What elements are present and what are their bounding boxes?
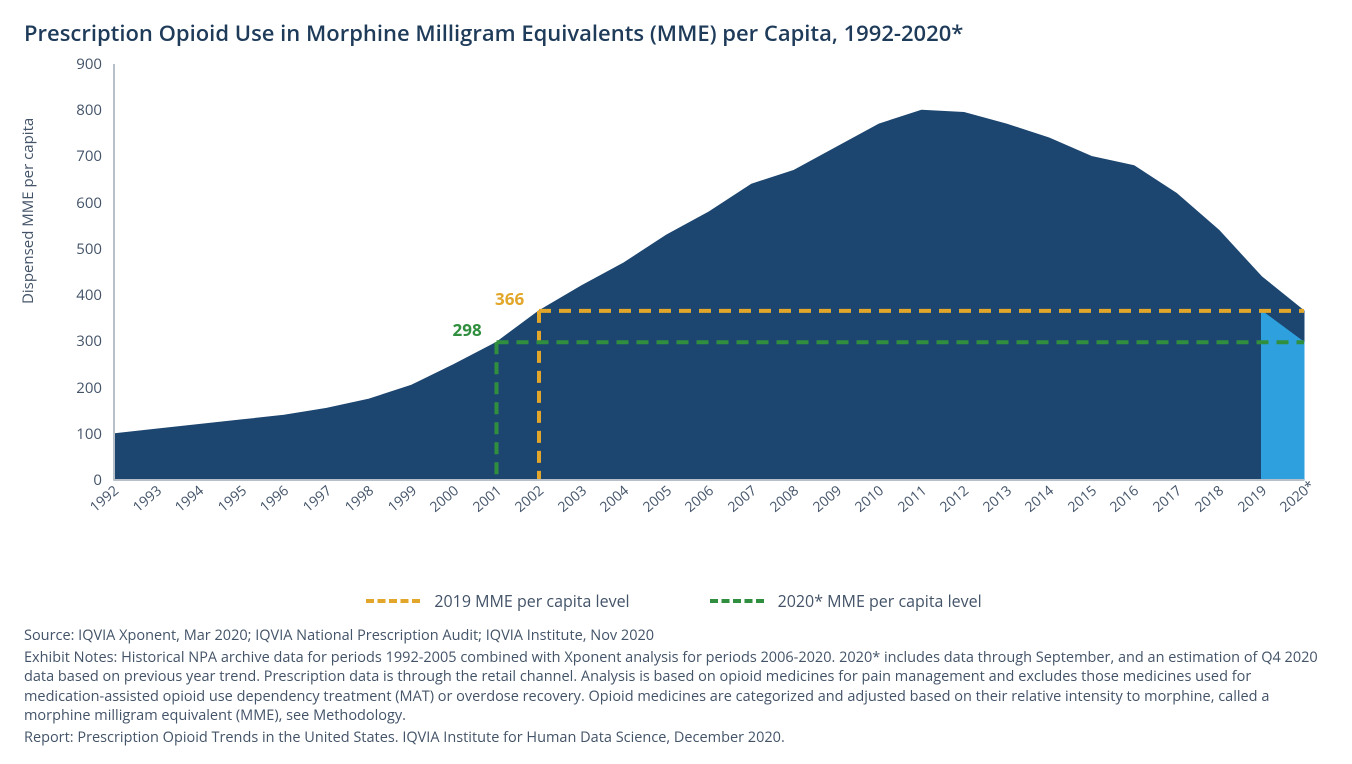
y-tick-label: 700 bbox=[68, 146, 102, 166]
legend-item: 2019 MME per capita level bbox=[366, 590, 629, 612]
y-tick-label: 800 bbox=[68, 100, 102, 120]
annotation-label: 298 bbox=[453, 318, 482, 341]
chart-title: Prescription Opioid Use in Morphine Mill… bbox=[24, 18, 1328, 48]
footnotes: Source: IQVIA Xponent, Mar 2020; IQVIA N… bbox=[24, 626, 1324, 747]
legend-label: 2020* MME per capita level bbox=[778, 590, 982, 612]
legend-swatch bbox=[710, 599, 764, 603]
y-tick-label: 400 bbox=[68, 285, 102, 305]
report-line: Report: Prescription Opioid Trends in th… bbox=[24, 728, 1324, 748]
legend-item: 2020* MME per capita level bbox=[710, 590, 982, 612]
y-tick-label: 600 bbox=[68, 193, 102, 213]
annotation-label: 366 bbox=[495, 287, 524, 310]
chart-area: Dispensed MME per capita 010020030040050… bbox=[24, 54, 1324, 524]
area-series bbox=[114, 110, 1304, 480]
legend-swatch bbox=[366, 599, 420, 603]
y-tick-label: 200 bbox=[68, 378, 102, 398]
y-axis-label: Dispensed MME per capita bbox=[18, 118, 38, 304]
y-tick-label: 300 bbox=[68, 331, 102, 351]
source-line: Source: IQVIA Xponent, Mar 2020; IQVIA N… bbox=[24, 626, 1324, 646]
y-tick-label: 0 bbox=[68, 470, 102, 490]
y-tick-label: 100 bbox=[68, 424, 102, 444]
legend-label: 2019 MME per capita level bbox=[434, 590, 629, 612]
chart-svg bbox=[104, 64, 1314, 494]
y-tick-label: 500 bbox=[68, 239, 102, 259]
legend: 2019 MME per capita level 2020* MME per c… bbox=[24, 586, 1324, 612]
y-tick-label: 900 bbox=[68, 54, 102, 74]
notes-line: Exhibit Notes: Historical NPA archive da… bbox=[24, 648, 1324, 726]
